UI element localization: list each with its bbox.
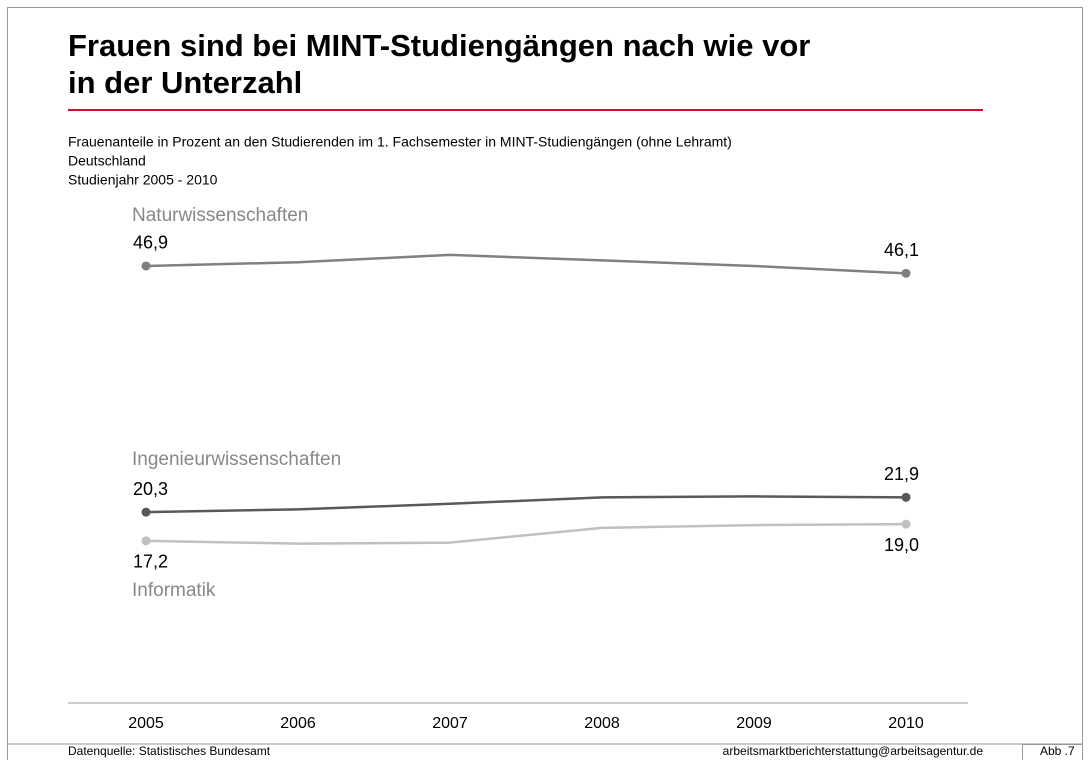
title-line: in der Unterzahl	[68, 65, 302, 100]
data-point	[901, 519, 911, 529]
figure-number: Abb .7	[1040, 744, 1075, 758]
title-line: Frauen sind bei MINT-Studiengängen nach …	[68, 28, 810, 63]
data-point	[901, 268, 911, 278]
data-label: 46,9	[133, 233, 168, 253]
data-label: 20,3	[133, 479, 168, 499]
series-name: Ingenieurwissenschaften	[132, 449, 341, 470]
x-tick-label: 2006	[280, 715, 316, 732]
contact: arbeitsmarktberichterstattung@arbeitsage…	[723, 744, 984, 758]
x-tick-label: 2010	[888, 715, 924, 732]
series-line	[145, 522, 907, 545]
data-label: 19,0	[884, 535, 919, 555]
source: Datenquelle: Statistisches Bundesamt	[68, 744, 271, 758]
series-name: Informatik	[132, 580, 216, 601]
subtitle-line: Deutschland	[68, 153, 146, 169]
x-tick-label: 2007	[432, 715, 468, 732]
series-name: Naturwissenschaften	[132, 205, 308, 226]
series-line	[145, 495, 907, 514]
x-tick-label: 2008	[584, 715, 620, 732]
data-point	[901, 492, 911, 502]
data-point	[141, 261, 151, 271]
data-label: 17,2	[133, 552, 168, 572]
series-line	[145, 253, 907, 275]
subtitle-line: Frauenanteile in Prozent an den Studiere…	[68, 134, 732, 150]
data-point	[141, 536, 151, 546]
slide-frame	[7, 7, 1083, 765]
data-label: 21,9	[884, 464, 919, 484]
data-point	[141, 507, 151, 517]
x-tick-label: 2005	[128, 715, 164, 732]
data-label: 46,1	[884, 240, 919, 260]
subtitle-line: Studienjahr 2005 - 2010	[68, 172, 218, 188]
x-tick-label: 2009	[736, 715, 772, 732]
